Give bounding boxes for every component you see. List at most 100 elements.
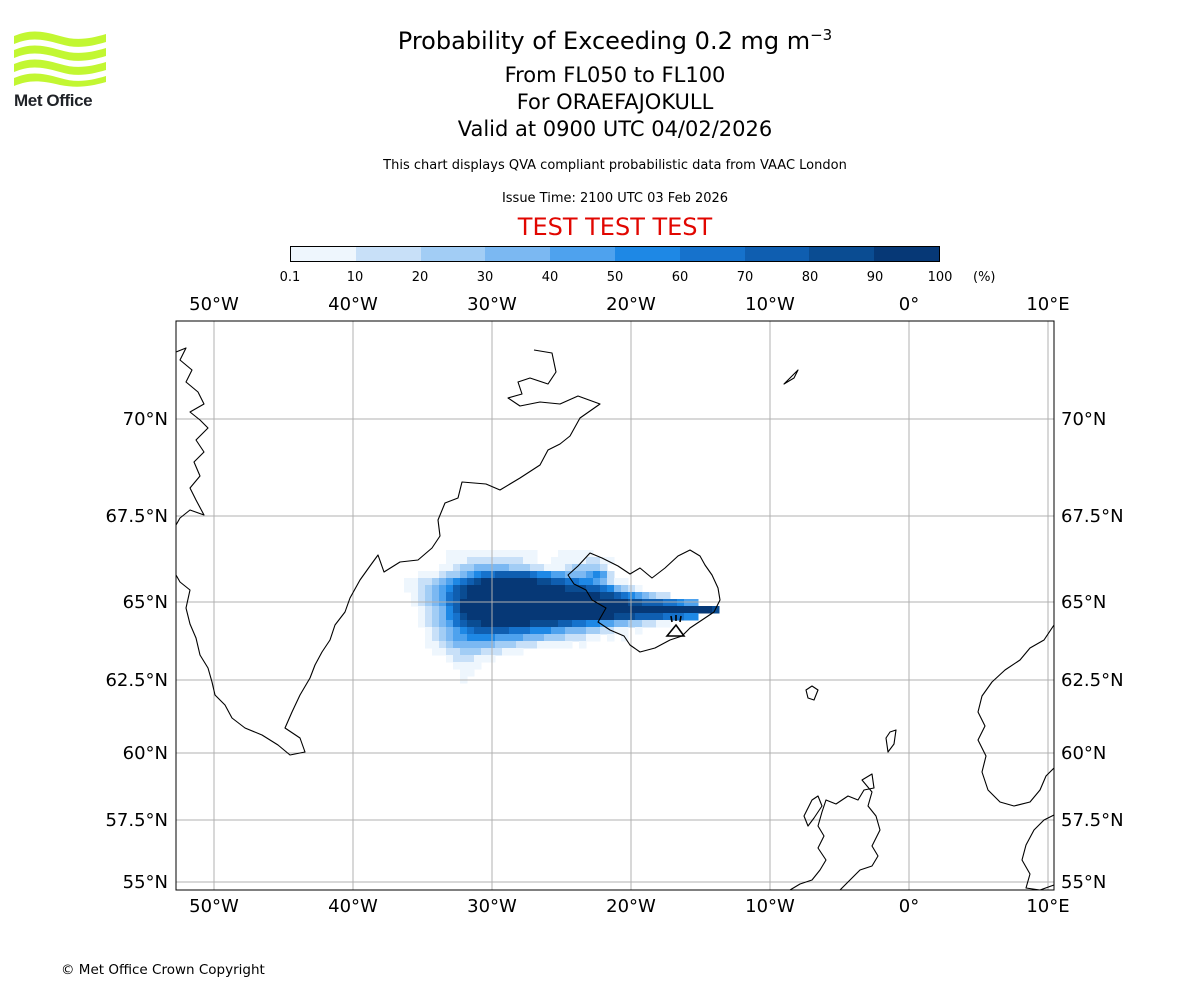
plume-cell: [453, 627, 461, 635]
plume-cell: [418, 613, 426, 621]
plume-cell: [418, 599, 426, 607]
plume-cell: [537, 592, 545, 600]
plume-cell: [467, 627, 475, 635]
plume-cell: [481, 613, 489, 621]
plume-cell: [523, 634, 531, 642]
plume-cell: [516, 599, 524, 607]
plume-cell: [460, 620, 468, 628]
map-gridlines: [176, 321, 1054, 890]
plume-cell: [558, 578, 566, 586]
plume-cell: [663, 599, 671, 607]
plume-cell: [481, 571, 489, 579]
plume-cell: [460, 648, 468, 656]
plume-cell: [586, 599, 594, 607]
plume-cell: [460, 557, 468, 565]
plume-cell: [600, 613, 608, 621]
plume-cell: [425, 599, 433, 607]
plume-cell: [530, 620, 538, 628]
plume-cell: [628, 599, 636, 607]
plume-cell: [453, 641, 461, 649]
plume-cell: [453, 662, 461, 670]
plume-cell: [467, 599, 475, 607]
plume-cell: [691, 606, 699, 614]
plume-cell: [481, 585, 489, 593]
plume-cell: [600, 627, 608, 635]
plume-cell: [425, 634, 433, 642]
plume-cell: [537, 578, 545, 586]
plume-cell: [474, 634, 482, 642]
plume-cell: [439, 641, 447, 649]
plume-cell: [572, 606, 580, 614]
plume-cell: [544, 634, 552, 642]
longitude-label-top: 0°: [899, 294, 919, 315]
plume-cell: [474, 578, 482, 586]
plume-cell: [698, 606, 706, 614]
colorbar-swatch: [291, 247, 356, 261]
colorbar-tick-label: 70: [736, 270, 754, 285]
plume-cell: [572, 585, 580, 593]
plume-cell: [516, 634, 524, 642]
plume-cell: [453, 613, 461, 621]
plume-cell: [642, 599, 650, 607]
colorbar-tick-label: 100: [927, 270, 953, 285]
colorbar-swatch: [809, 247, 875, 261]
plume-cell: [523, 627, 531, 635]
plume-cell: [600, 585, 608, 593]
plume-cell: [635, 606, 643, 614]
plume-cell: [446, 655, 454, 663]
plume-cell: [411, 585, 419, 593]
plume-cell: [411, 592, 419, 600]
plume-cell: [656, 620, 664, 628]
plume-cell: [551, 599, 559, 607]
plume-cell: [474, 550, 482, 558]
iceland-coastline: [567, 549, 721, 653]
plume-cell: [635, 585, 643, 593]
plume-cell: [572, 571, 580, 579]
plume-cell: [446, 564, 454, 572]
plume-cell: [544, 571, 552, 579]
plume-cell: [495, 648, 503, 656]
plume-cell: [495, 634, 503, 642]
plume-cell: [425, 620, 433, 628]
plume-cell: [495, 585, 503, 593]
met-office-logo-text: Met Office: [14, 91, 93, 110]
plume-cell: [572, 613, 580, 621]
plume-cell: [544, 613, 552, 621]
plume-cell: [502, 641, 510, 649]
plume-cell: [460, 641, 468, 649]
longitude-label-bottom: 10°E: [1026, 896, 1069, 917]
plume-cell: [516, 606, 524, 614]
plume-cell: [495, 627, 503, 635]
plume-cell: [586, 613, 594, 621]
plume-cell: [474, 606, 482, 614]
latitude-label-left: 57.5°N: [105, 810, 168, 831]
plume-cell: [481, 606, 489, 614]
norway-coastline: [977, 624, 1055, 807]
hebrides-coastline: [803, 795, 823, 827]
plume-cell: [607, 606, 615, 614]
plume-cell: [565, 592, 573, 600]
axis-labels: 50°W 50°W 40°W 40°W 30°W 30°W 20°W 20°W 10°W 10°W…: [105, 294, 1123, 917]
plume-cell: [481, 627, 489, 635]
plume-cell: [467, 669, 475, 677]
plume-cell: [495, 557, 503, 565]
plume-cell: [614, 578, 622, 586]
plume-cell: [544, 592, 552, 600]
plume-cell: [509, 641, 517, 649]
plume-cell: [558, 592, 566, 600]
plume-cell: [621, 620, 629, 628]
plume-cell: [425, 627, 433, 635]
plume-cell: [579, 613, 587, 621]
volcano-subtitle: For ORAEFAJOKULL: [516, 90, 714, 114]
colorbar-tick-label: 40: [541, 270, 559, 285]
plume-cell: [425, 613, 433, 621]
latitude-label-right: 70°N: [1061, 409, 1106, 430]
scotland-coastline: [789, 773, 881, 891]
plume-cell: [530, 550, 538, 558]
volcano-icon: [665, 615, 686, 637]
plume-cell: [460, 585, 468, 593]
plume-cell: [467, 620, 475, 628]
plume-cell: [467, 585, 475, 593]
plume-cell: [446, 641, 454, 649]
plume-cell: [474, 585, 482, 593]
